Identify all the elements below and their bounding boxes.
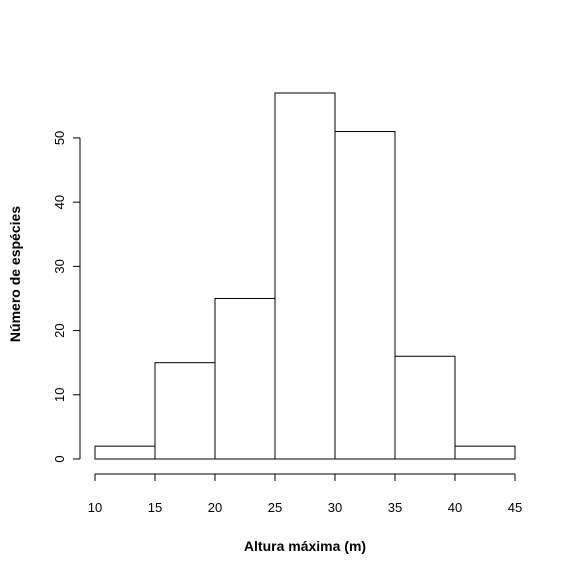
histogram-bar-40-45 — [454, 445, 516, 460]
y-tick-label-20: 20 — [52, 323, 67, 337]
y-tick-label-0: 0 — [52, 455, 67, 462]
histogram-bar-15-20 — [154, 362, 216, 460]
y-tick-label-50: 50 — [52, 131, 67, 145]
histogram-bar-25-30 — [274, 92, 336, 460]
x-axis: 10 15 20 25 30 35 40 45 — [88, 473, 522, 515]
y-tick-label-10: 10 — [52, 388, 67, 402]
y-axis-title: Número de espécies — [7, 206, 23, 342]
x-tick-label-35: 35 — [388, 500, 402, 515]
x-tick-label-15: 15 — [148, 500, 162, 515]
histogram-bar-30-35 — [334, 131, 396, 460]
x-tick-label-25: 25 — [268, 500, 282, 515]
x-tick-label-40: 40 — [448, 500, 462, 515]
x-tick-label-45: 45 — [508, 500, 522, 515]
x-tick-label-10: 10 — [88, 500, 102, 515]
histogram-bar-10-15 — [94, 445, 156, 460]
bars-group — [94, 92, 516, 460]
y-tick-label-40: 40 — [52, 195, 67, 209]
histogram-bar-35-40 — [394, 355, 456, 460]
y-tick-label-30: 30 — [52, 259, 67, 273]
x-tick-label-30: 30 — [328, 500, 342, 515]
y-axis: 0 10 20 30 40 50 — [52, 131, 81, 463]
x-axis-title: Altura máxima (m) — [244, 538, 366, 554]
x-tick-label-20: 20 — [208, 500, 222, 515]
histogram-bar-20-25 — [214, 297, 276, 460]
